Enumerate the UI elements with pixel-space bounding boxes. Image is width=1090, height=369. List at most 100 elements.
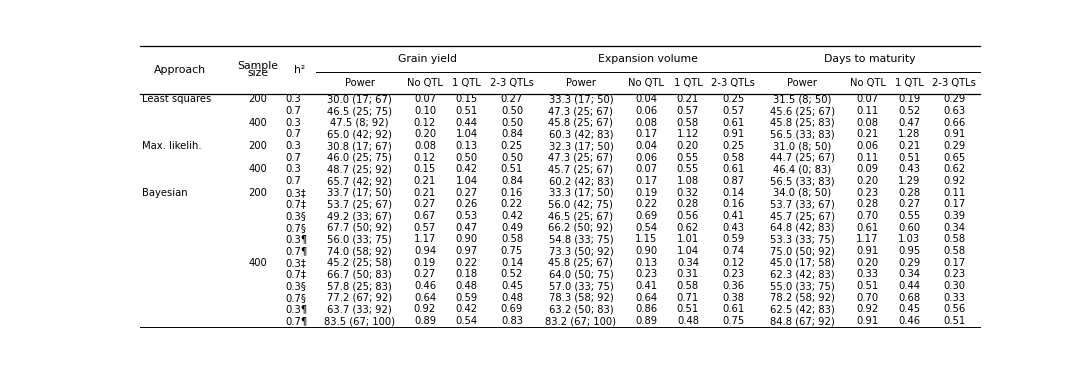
Text: 0.42: 0.42 (456, 304, 477, 314)
Text: 0.91: 0.91 (857, 246, 879, 256)
Text: 0.11: 0.11 (943, 188, 966, 198)
Text: h²: h² (294, 65, 305, 75)
Text: 0.7¶: 0.7¶ (286, 316, 308, 326)
Text: 67.7 (50; 92): 67.7 (50; 92) (327, 223, 392, 233)
Text: 0.47: 0.47 (456, 223, 477, 233)
Text: 0.58: 0.58 (943, 234, 966, 244)
Text: 33.3 (17; 50): 33.3 (17; 50) (548, 94, 614, 104)
Text: 0.75: 0.75 (722, 316, 744, 326)
Text: 0.71: 0.71 (677, 293, 699, 303)
Text: 0.58: 0.58 (677, 281, 699, 291)
Text: 0.27: 0.27 (456, 188, 477, 198)
Text: 78.2 (58; 92): 78.2 (58; 92) (770, 293, 835, 303)
Text: 1.12: 1.12 (677, 130, 699, 139)
Text: 0.51: 0.51 (677, 304, 699, 314)
Text: 0.10: 0.10 (414, 106, 436, 116)
Text: 0.26: 0.26 (456, 199, 477, 210)
Text: 0.28: 0.28 (898, 188, 920, 198)
Text: 77.2 (67; 92): 77.2 (67; 92) (327, 293, 392, 303)
Text: Power: Power (787, 78, 818, 88)
Text: 0.42: 0.42 (456, 165, 477, 175)
Text: 0.3¶: 0.3¶ (286, 304, 308, 314)
Text: 0.3: 0.3 (286, 165, 302, 175)
Text: 400: 400 (249, 118, 267, 128)
Text: 0.50: 0.50 (501, 153, 523, 163)
Text: 60.3 (42; 83): 60.3 (42; 83) (548, 130, 614, 139)
Text: 0.21: 0.21 (414, 188, 436, 198)
Text: 0.91: 0.91 (857, 316, 879, 326)
Text: 0.3§: 0.3§ (286, 211, 306, 221)
Text: 0.22: 0.22 (500, 199, 523, 210)
Text: 0.15: 0.15 (414, 165, 436, 175)
Text: 200: 200 (249, 188, 267, 198)
Text: 2-3 QTLs: 2-3 QTLs (490, 78, 534, 88)
Text: 0.59: 0.59 (722, 234, 744, 244)
Text: 0.27: 0.27 (898, 199, 920, 210)
Text: 0.7‡: 0.7‡ (286, 269, 307, 279)
Text: 0.21: 0.21 (857, 130, 879, 139)
Text: 49.2 (33; 67): 49.2 (33; 67) (327, 211, 392, 221)
Text: 0.3: 0.3 (286, 118, 302, 128)
Text: 0.25: 0.25 (722, 141, 744, 151)
Text: 0.62: 0.62 (677, 223, 699, 233)
Text: 46.5 (25; 67): 46.5 (25; 67) (548, 211, 614, 221)
Text: 2-3 QTLs: 2-3 QTLs (932, 78, 977, 88)
Text: 0.3‡: 0.3‡ (286, 258, 306, 268)
Text: 31.5 (8; 50): 31.5 (8; 50) (773, 94, 832, 104)
Text: 78.3 (58; 92): 78.3 (58; 92) (548, 293, 614, 303)
Text: 0.07: 0.07 (857, 94, 879, 104)
Text: 73.3 (50; 92): 73.3 (50; 92) (548, 246, 614, 256)
Text: 0.7: 0.7 (286, 153, 302, 163)
Text: 0.08: 0.08 (635, 118, 657, 128)
Text: 66.2 (50; 92): 66.2 (50; 92) (548, 223, 614, 233)
Text: 0.7§: 0.7§ (286, 293, 307, 303)
Text: 0.33: 0.33 (944, 293, 966, 303)
Text: 0.94: 0.94 (414, 246, 436, 256)
Text: 45.6 (25; 67): 45.6 (25; 67) (770, 106, 835, 116)
Text: 0.65: 0.65 (943, 153, 966, 163)
Text: 0.3‡: 0.3‡ (286, 188, 306, 198)
Text: 0.89: 0.89 (414, 316, 436, 326)
Text: 0.7: 0.7 (286, 176, 302, 186)
Text: 2-3 QTLs: 2-3 QTLs (712, 78, 755, 88)
Text: 0.59: 0.59 (456, 293, 477, 303)
Text: 47.3 (25; 67): 47.3 (25; 67) (548, 153, 614, 163)
Text: 0.87: 0.87 (723, 176, 744, 186)
Text: 56.0 (42; 75): 56.0 (42; 75) (548, 199, 614, 210)
Text: 66.7 (50; 83): 66.7 (50; 83) (327, 269, 392, 279)
Text: 1.28: 1.28 (898, 130, 920, 139)
Text: 0.61: 0.61 (722, 165, 744, 175)
Text: 65.7 (42; 92): 65.7 (42; 92) (327, 176, 392, 186)
Text: 0.62: 0.62 (943, 165, 966, 175)
Text: 0.34: 0.34 (898, 269, 920, 279)
Text: 0.75: 0.75 (500, 246, 523, 256)
Text: Max. likelih.: Max. likelih. (142, 141, 202, 151)
Text: 60.2 (42; 83): 60.2 (42; 83) (548, 176, 614, 186)
Text: 0.13: 0.13 (456, 141, 477, 151)
Text: 53.7 (33; 67): 53.7 (33; 67) (770, 199, 835, 210)
Text: 0.43: 0.43 (723, 223, 744, 233)
Text: 1 QTL: 1 QTL (452, 78, 481, 88)
Text: 0.30: 0.30 (944, 281, 966, 291)
Text: 62.3 (42; 83): 62.3 (42; 83) (770, 269, 835, 279)
Text: 57.8 (25; 83): 57.8 (25; 83) (327, 281, 392, 291)
Text: 0.91: 0.91 (722, 130, 744, 139)
Text: 0.46: 0.46 (414, 281, 436, 291)
Text: 0.18: 0.18 (456, 269, 477, 279)
Text: 0.20: 0.20 (677, 141, 699, 151)
Text: 0.69: 0.69 (500, 304, 523, 314)
Text: 56.5 (33; 83): 56.5 (33; 83) (770, 176, 835, 186)
Text: 83.2 (67; 100): 83.2 (67; 100) (545, 316, 616, 326)
Text: 0.58: 0.58 (677, 118, 699, 128)
Text: 0.45: 0.45 (501, 281, 523, 291)
Text: 0.23: 0.23 (857, 188, 879, 198)
Text: 45.2 (25; 58): 45.2 (25; 58) (327, 258, 392, 268)
Text: 0.52: 0.52 (500, 269, 523, 279)
Text: 46.4 (0; 83): 46.4 (0; 83) (773, 165, 832, 175)
Text: 0.22: 0.22 (456, 258, 477, 268)
Text: 0.92: 0.92 (943, 176, 966, 186)
Text: 0.66: 0.66 (943, 118, 966, 128)
Text: 0.14: 0.14 (501, 258, 523, 268)
Text: 0.50: 0.50 (501, 118, 523, 128)
Text: 0.14: 0.14 (723, 188, 744, 198)
